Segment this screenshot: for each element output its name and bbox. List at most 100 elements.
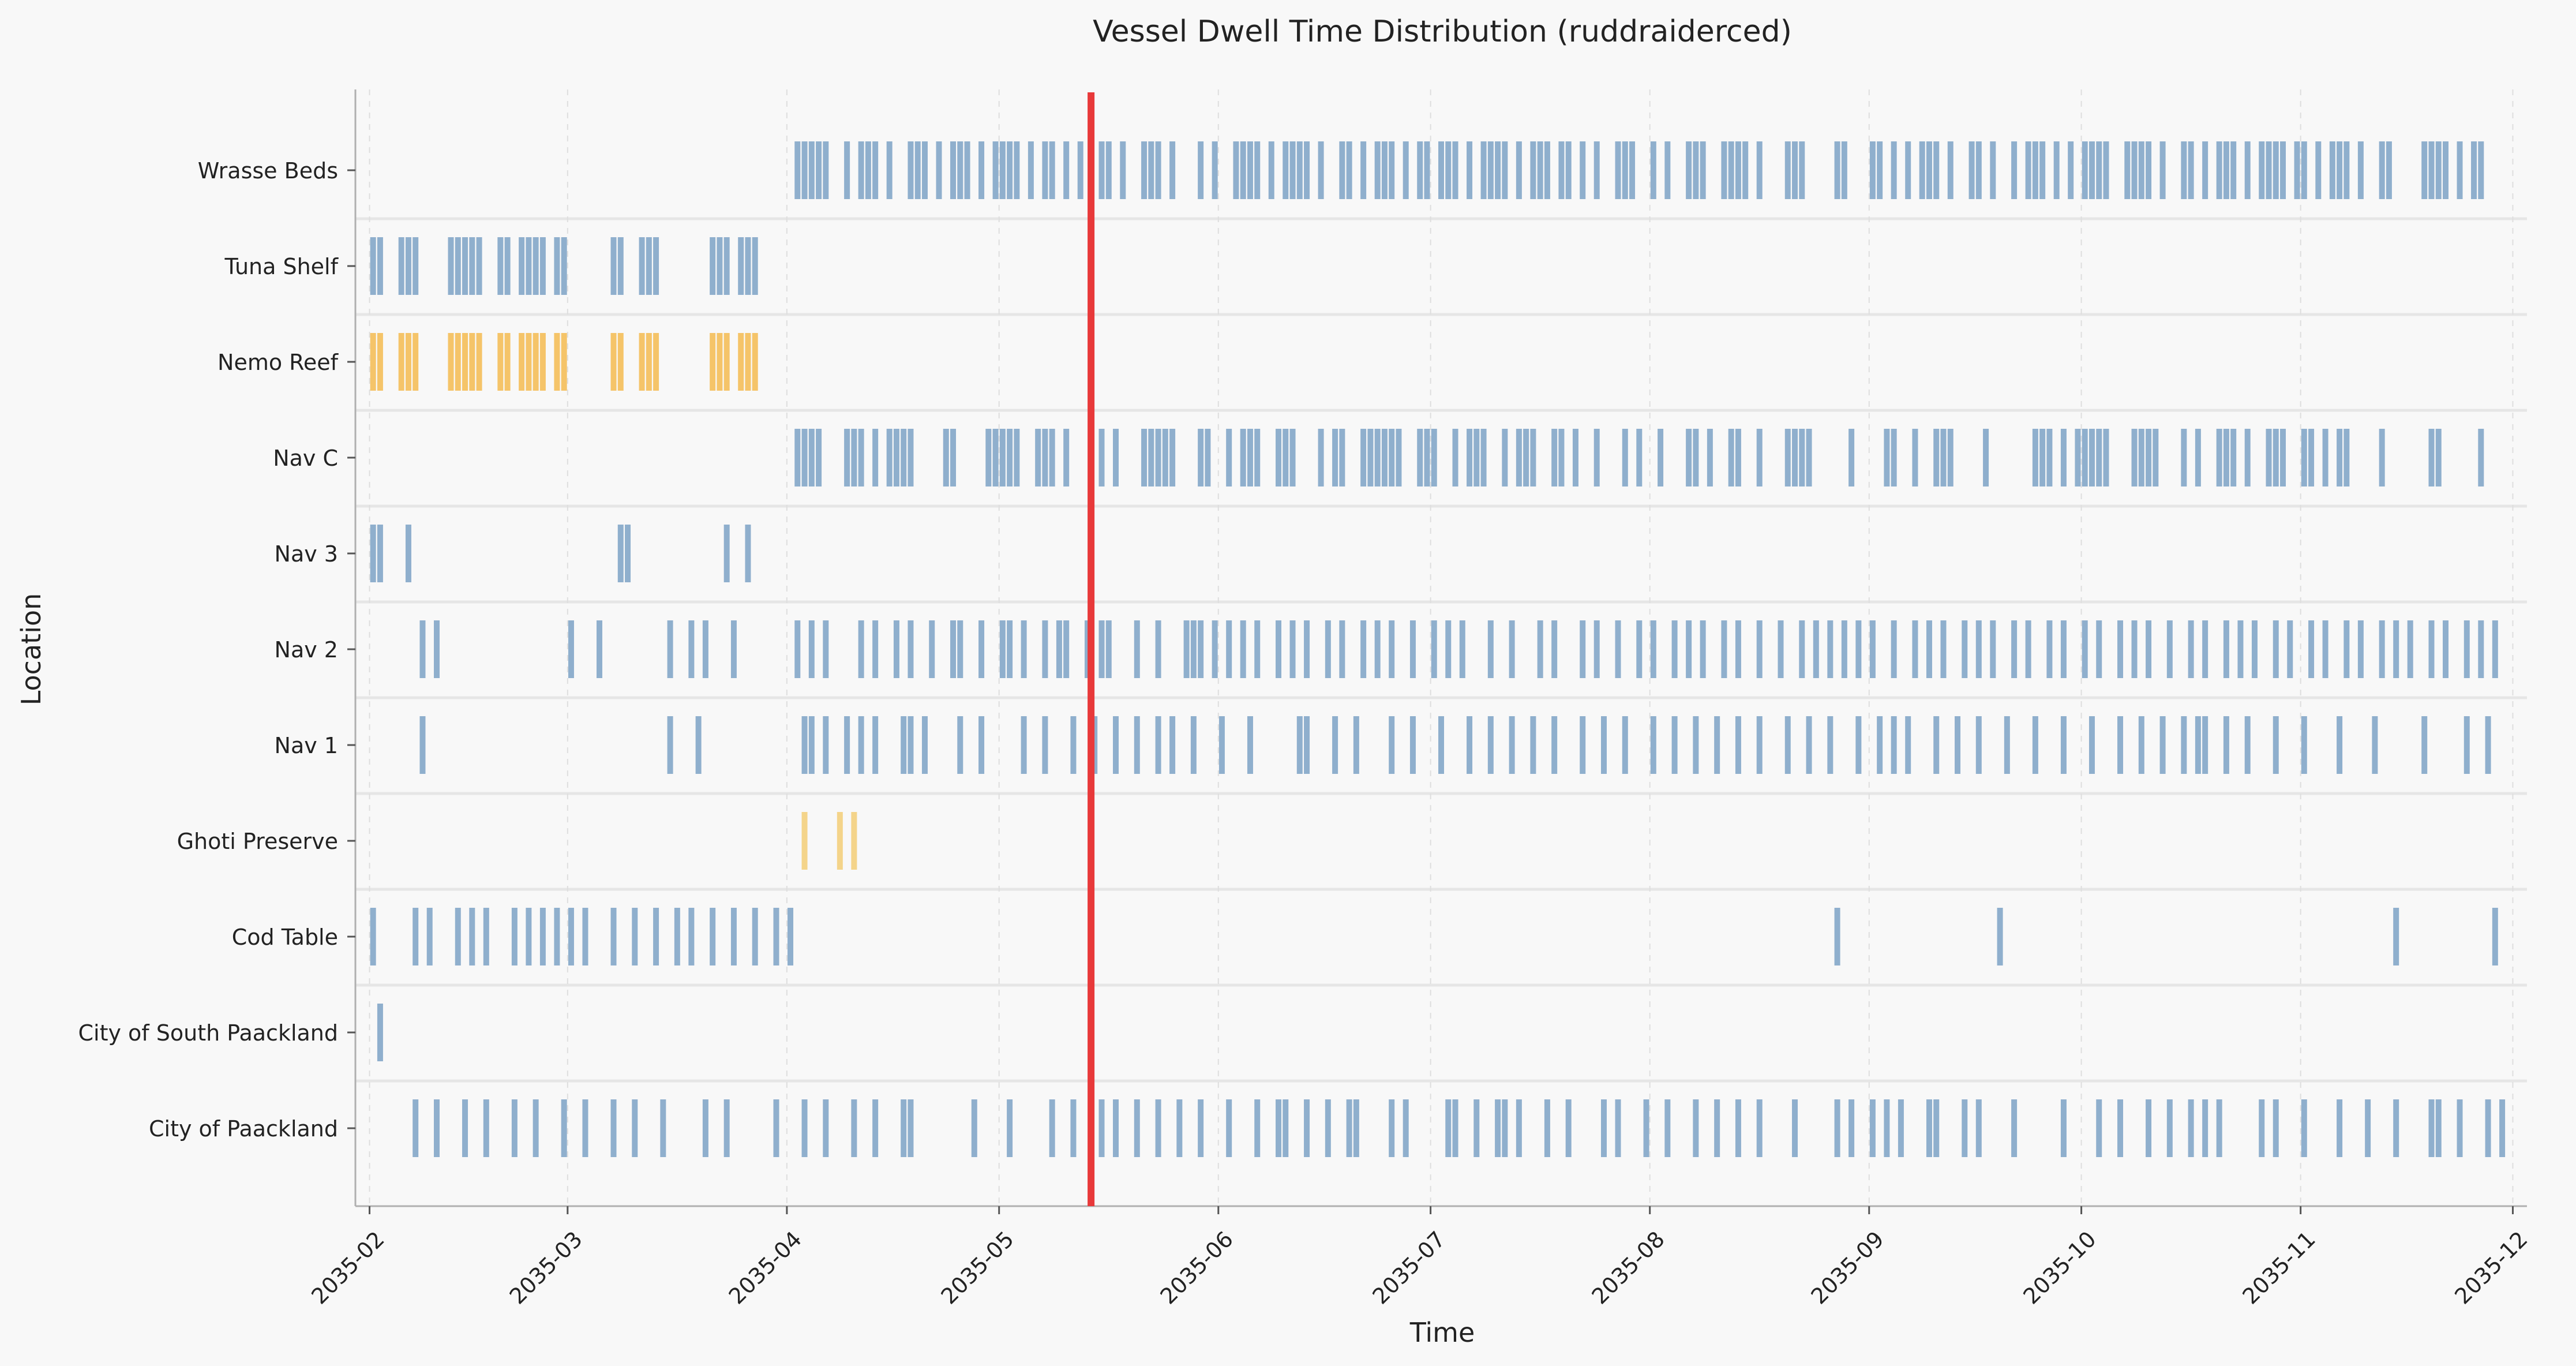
- event-mark: [1933, 1099, 1940, 1157]
- event-mark: [1544, 141, 1550, 199]
- event-mark: [1933, 716, 1940, 774]
- event-mark: [1134, 716, 1140, 774]
- event-mark: [2216, 1099, 2222, 1157]
- event-mark: [1933, 141, 1940, 199]
- event-mark: [2223, 620, 2229, 678]
- event-mark: [2244, 141, 2251, 199]
- event-mark: [901, 429, 907, 486]
- event-mark: [1516, 429, 1522, 486]
- event-mark: [823, 620, 829, 678]
- event-mark: [2195, 429, 2201, 486]
- event-mark: [808, 716, 815, 774]
- event-mark: [568, 908, 574, 965]
- event-mark: [1162, 429, 1168, 486]
- event-mark: [1389, 1099, 1395, 1157]
- event-mark: [519, 237, 525, 295]
- event-mark: [1389, 620, 1395, 678]
- event-mark: [886, 141, 893, 199]
- event-mark: [1834, 908, 1840, 965]
- event-mark: [1467, 141, 1473, 199]
- event-mark: [1141, 141, 1148, 199]
- event-mark: [886, 429, 893, 486]
- event-mark: [1304, 716, 1310, 774]
- event-mark: [561, 237, 567, 295]
- event-mark: [801, 429, 808, 486]
- event-mark: [1438, 716, 1444, 774]
- event-mark: [1580, 141, 1586, 199]
- event-mark: [533, 1099, 539, 1157]
- event-mark: [433, 1099, 440, 1157]
- event-mark: [1700, 620, 1706, 678]
- event-mark: [1389, 141, 1395, 199]
- event-mark: [752, 237, 758, 295]
- event-mark: [1990, 620, 1996, 678]
- event-mark: [2478, 620, 2484, 678]
- event-mark: [455, 237, 461, 295]
- event-mark: [723, 237, 730, 295]
- event-mark: [1975, 620, 1982, 678]
- event-mark: [539, 908, 546, 965]
- event-mark: [1650, 141, 1656, 199]
- event-mark: [1403, 141, 1409, 199]
- event-mark: [483, 908, 489, 965]
- event-mark: [617, 525, 624, 582]
- event-mark: [2188, 620, 2194, 678]
- event-mark: [1940, 620, 1947, 678]
- event-mark: [2188, 1099, 2194, 1157]
- event-mark: [2273, 141, 2279, 199]
- event-mark: [1325, 1099, 1331, 1157]
- event-mark: [2117, 620, 2124, 678]
- event-mark: [1467, 716, 1473, 774]
- event-mark: [582, 1099, 588, 1157]
- event-mark: [1855, 620, 1862, 678]
- event-mark: [723, 333, 730, 391]
- event-mark: [2365, 1099, 2371, 1157]
- event-mark: [1693, 1099, 1699, 1157]
- event-mark: [688, 620, 695, 678]
- event-mark: [1947, 141, 1953, 199]
- event-mark: [1304, 1099, 1310, 1157]
- event-mark: [1926, 620, 1932, 678]
- event-mark: [710, 237, 716, 295]
- event-mark: [1827, 716, 1833, 774]
- event-mark: [1360, 429, 1367, 486]
- event-mark: [1869, 1099, 1876, 1157]
- event-mark: [1084, 620, 1090, 678]
- event-mark: [1283, 1099, 1289, 1157]
- event-mark: [1176, 1099, 1183, 1157]
- event-mark: [2421, 716, 2428, 774]
- event-mark: [582, 908, 588, 965]
- event-mark: [808, 429, 815, 486]
- event-mark: [2216, 429, 2222, 486]
- event-mark: [667, 716, 673, 774]
- event-mark: [433, 620, 440, 678]
- event-mark: [773, 908, 779, 965]
- event-mark: [1212, 141, 1218, 199]
- event-mark: [710, 908, 716, 965]
- event-mark: [1707, 429, 1713, 486]
- event-mark: [1445, 1099, 1452, 1157]
- event-mark: [2131, 429, 2138, 486]
- event-mark: [2046, 429, 2053, 486]
- event-mark: [1551, 620, 1558, 678]
- event-mark: [1254, 141, 1261, 199]
- event-mark: [2259, 1099, 2265, 1157]
- event-mark: [1551, 716, 1558, 774]
- event-mark: [1240, 429, 1246, 486]
- event-mark: [370, 333, 376, 391]
- event-mark: [504, 333, 511, 391]
- event-mark: [1728, 141, 1734, 199]
- event-mark: [1049, 429, 1055, 486]
- event-mark: [2421, 141, 2428, 199]
- event-mark: [978, 716, 985, 774]
- event-mark: [1247, 716, 1253, 774]
- event-mark: [2088, 141, 2095, 199]
- event-mark: [2060, 716, 2067, 774]
- event-mark: [1487, 141, 1494, 199]
- event-mark: [1155, 620, 1161, 678]
- event-mark: [2343, 620, 2350, 678]
- event-mark: [1049, 1099, 1055, 1157]
- event-mark: [1891, 429, 1897, 486]
- event-mark: [646, 333, 652, 391]
- event-mark: [2096, 620, 2102, 678]
